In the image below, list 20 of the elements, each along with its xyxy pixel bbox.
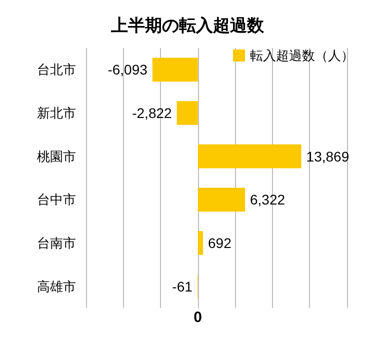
bar <box>198 188 245 212</box>
data-label: 6,322 <box>250 192 286 208</box>
data-label: -2,822 <box>132 105 172 121</box>
y-tick-label: 新北市 <box>37 106 76 120</box>
data-label: -6,093 <box>108 62 148 78</box>
y-tick-label: 台中市 <box>37 192 76 208</box>
text: 0 <box>194 309 202 326</box>
legend-label: 転入超過数（人） <box>250 48 354 63</box>
data-label: -61 <box>172 278 193 294</box>
y-tick-label: 台南市 <box>37 236 76 250</box>
y-tick-label: 高雄市 <box>37 278 76 294</box>
bar <box>176 101 198 125</box>
y-tick-label: 台北市 <box>37 62 76 78</box>
data-label: 13,869 <box>306 148 350 164</box>
chart-title: 上半期の転入超過数 <box>110 16 265 35</box>
bar <box>198 231 204 255</box>
y-tick-label: 桃園市 <box>37 148 76 164</box>
bar <box>152 58 198 82</box>
bar <box>198 144 302 168</box>
data-label: 692 <box>208 235 232 251</box>
